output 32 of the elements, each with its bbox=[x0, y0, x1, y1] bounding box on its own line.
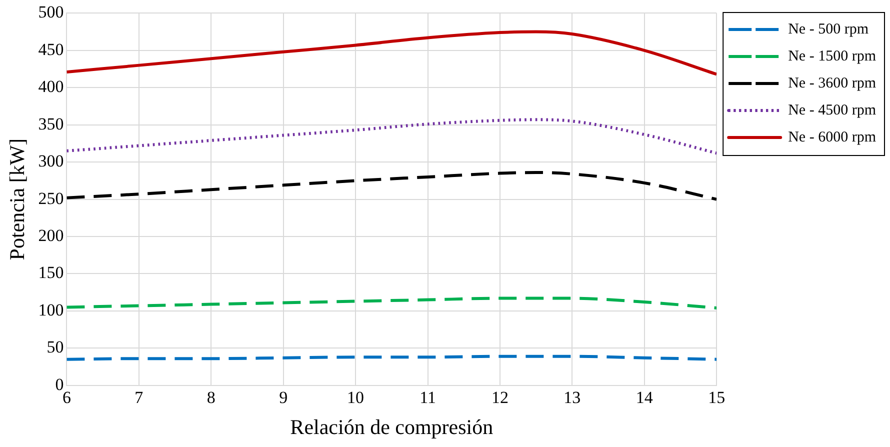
legend-label: Ne - 500 rpm bbox=[788, 21, 869, 38]
x-tick-label: 14 bbox=[636, 388, 654, 408]
x-tick-label: 15 bbox=[708, 388, 726, 408]
x-axis-title: Relación de compresión bbox=[290, 414, 494, 439]
x-tick-label: 12 bbox=[491, 388, 508, 408]
x-tick-label: 11 bbox=[420, 388, 436, 408]
x-tick-label: 8 bbox=[206, 388, 216, 408]
x-tick-label: 13 bbox=[564, 388, 581, 408]
line-series bbox=[66, 171, 717, 201]
x-tick-label: 7 bbox=[134, 388, 144, 408]
y-tick-label: 500 bbox=[38, 2, 64, 22]
x-tick-label: 9 bbox=[279, 388, 288, 408]
y-tick-label: 200 bbox=[38, 226, 64, 245]
y-tick-label: 300 bbox=[38, 152, 64, 171]
x-tick-label: 10 bbox=[347, 388, 364, 408]
y-tick-label: 150 bbox=[38, 263, 64, 282]
y-tick-label: 350 bbox=[38, 114, 64, 134]
y-tick-label: 400 bbox=[38, 77, 64, 96]
y-tick-label: 250 bbox=[38, 188, 64, 208]
line-series bbox=[66, 296, 717, 310]
y-tick-label: 450 bbox=[38, 40, 64, 59]
legend-label: Ne - 1500 rpm bbox=[788, 48, 876, 64]
x-tick-label: 6 bbox=[62, 388, 71, 408]
line-series bbox=[66, 118, 717, 155]
legend-label: Ne - 6000 rpm bbox=[788, 129, 876, 146]
line-series bbox=[66, 30, 717, 76]
y-axis-title: Potencia [kW] bbox=[5, 138, 30, 260]
y-tick-label: 100 bbox=[38, 300, 64, 320]
legend-label: Ne - 4500 rpm bbox=[788, 102, 876, 118]
y-tick-label: 0 bbox=[55, 374, 64, 394]
y-tick-label: 50 bbox=[46, 338, 64, 357]
legend-label: Ne - 3600 rpm bbox=[788, 75, 876, 92]
